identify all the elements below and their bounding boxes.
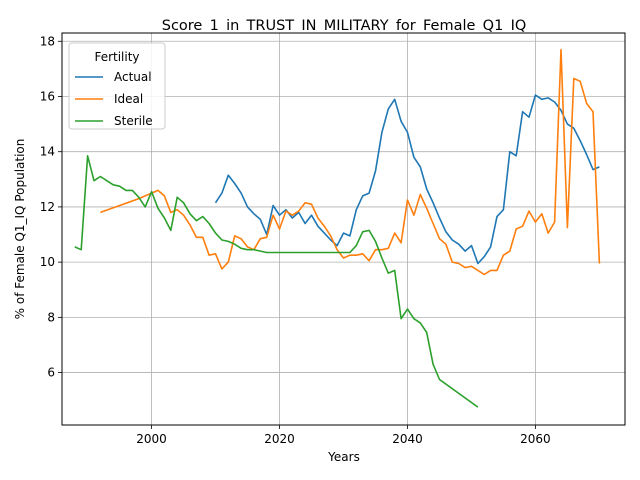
- x-tick-label: 2040: [392, 432, 423, 446]
- legend-label-ideal: Ideal: [114, 92, 143, 106]
- legend-label-sterile: Sterile: [114, 114, 153, 128]
- series-line-sterile: [74, 155, 479, 408]
- legend-box: [68, 42, 166, 130]
- legend: Fertility Actual Ideal Sterile: [68, 42, 166, 130]
- y-axis-ticks: 6 8 10 12 14 16 18: [40, 34, 62, 380]
- legend-label-actual: Actual: [114, 70, 152, 84]
- series-line-actual: [214, 94, 600, 265]
- y-tick-label: 6: [47, 366, 55, 380]
- y-tick-label: 12: [40, 200, 55, 214]
- y-tick-label: 8: [47, 310, 55, 324]
- x-tick-label: 2060: [520, 432, 551, 446]
- grid: [62, 33, 625, 425]
- x-axis-label: Years: [327, 450, 360, 464]
- legend-title: Fertility: [94, 50, 139, 64]
- series-line-ideal: [100, 48, 601, 276]
- plot-frame: [61, 32, 626, 426]
- y-axis-label: % of Female Q1_IQ Population: [13, 139, 27, 320]
- y-tick-label: 18: [40, 34, 55, 48]
- x-tick-label: 2000: [136, 432, 167, 446]
- y-tick-label: 10: [40, 255, 55, 269]
- y-tick-label: 16: [40, 89, 55, 103]
- chart-title: Score_1_in_TRUST_IN_MILITARY_for_Female_…: [162, 18, 527, 34]
- series-lines: [74, 48, 601, 408]
- x-tick-label: 2020: [264, 432, 295, 446]
- y-tick-label: 14: [40, 145, 55, 159]
- x-axis-ticks: 2000 2020 2040 2060: [136, 425, 551, 446]
